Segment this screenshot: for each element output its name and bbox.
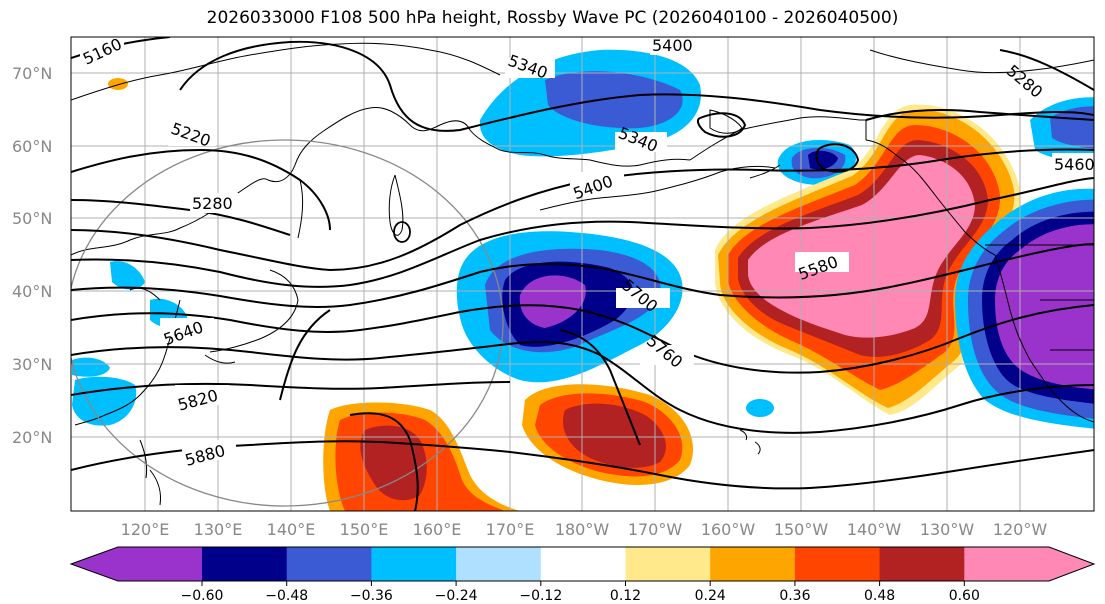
- contour-label: 5400: [652, 36, 693, 55]
- map-title: 2026033000 F108 500 hPa height, Rossby W…: [206, 8, 899, 28]
- lon-label: 150°E: [340, 520, 389, 539]
- lon-label: 160°E: [413, 520, 462, 539]
- colorbar-tick-label: 0.36: [779, 588, 810, 604]
- contour-label: 5460: [1054, 155, 1095, 174]
- latitude-labels: 70°N 60°N 50°N 40°N 30°N 20°N: [12, 64, 52, 447]
- colorbar-segment: [794, 547, 881, 581]
- colorbar-segment: [879, 547, 965, 581]
- lon-label: 130°E: [194, 520, 243, 539]
- colorbar: −0.60 −0.48 −0.36 −0.24 −0.12 0.12 0.24 0.36 0.4…: [69, 546, 1096, 604]
- lon-label: 120°E: [121, 520, 170, 539]
- lat-label: 70°N: [12, 64, 52, 83]
- lon-label: 120°W: [993, 520, 1048, 539]
- colorbar-tick-label: −0.60: [181, 588, 224, 604]
- shading-spot-orange: [108, 78, 128, 90]
- colorbar-tick-label: 0.12: [610, 588, 641, 604]
- colorbar-tick-label: 0.48: [864, 588, 895, 604]
- lat-label: 40°N: [12, 282, 52, 301]
- contour-label: 5280: [192, 194, 233, 213]
- shading-spot-blue: [746, 399, 774, 417]
- lat-label: 50°N: [12, 209, 52, 228]
- colorbar-segment: [540, 547, 626, 581]
- lon-label: 140°E: [267, 520, 316, 539]
- colorbar-tick-label: −0.24: [435, 588, 478, 604]
- lon-label: 150°W: [774, 520, 829, 539]
- contour-closed-small: [393, 221, 411, 243]
- lon-label: 160°W: [701, 520, 756, 539]
- lon-label: 170°W: [628, 520, 683, 539]
- colorbar-tick-label: 0.60: [949, 588, 980, 604]
- lon-label: 180°W: [555, 520, 610, 539]
- map-border: [70, 36, 1095, 512]
- colorbar-tick-label: 0.24: [695, 588, 726, 604]
- colorbar-segment: [710, 547, 796, 581]
- longitude-labels: 120°E 130°E 140°E 150°E 160°E 170°E 180°…: [121, 520, 1048, 539]
- colorbar-segment: [286, 547, 372, 581]
- reference-circle: [71, 139, 504, 507]
- colorbar-outline: [69, 546, 1096, 582]
- colorbar-segment: [625, 547, 711, 581]
- height-contours: [71, 37, 1094, 511]
- colorbar-tick-label: −0.48: [265, 588, 308, 604]
- colorbar-segment: [71, 547, 202, 581]
- colorbar-segment: [202, 547, 288, 581]
- coastlines: [71, 42, 1094, 506]
- colorbar-segment: [964, 547, 1094, 581]
- shading-central-pacific-negative: [456, 231, 683, 383]
- colorbar-tick-label: −0.36: [350, 588, 393, 604]
- lon-label: 170°E: [486, 520, 535, 539]
- lat-label: 30°N: [12, 355, 52, 374]
- lat-label: 60°N: [12, 137, 52, 156]
- lat-label: 20°N: [12, 428, 52, 447]
- colorbar-tick-label: −0.12: [519, 588, 562, 604]
- colorbar-segment: [371, 547, 457, 581]
- lon-label: 130°W: [920, 520, 975, 539]
- lon-label: 140°W: [847, 520, 902, 539]
- colorbar-segment: [456, 547, 542, 581]
